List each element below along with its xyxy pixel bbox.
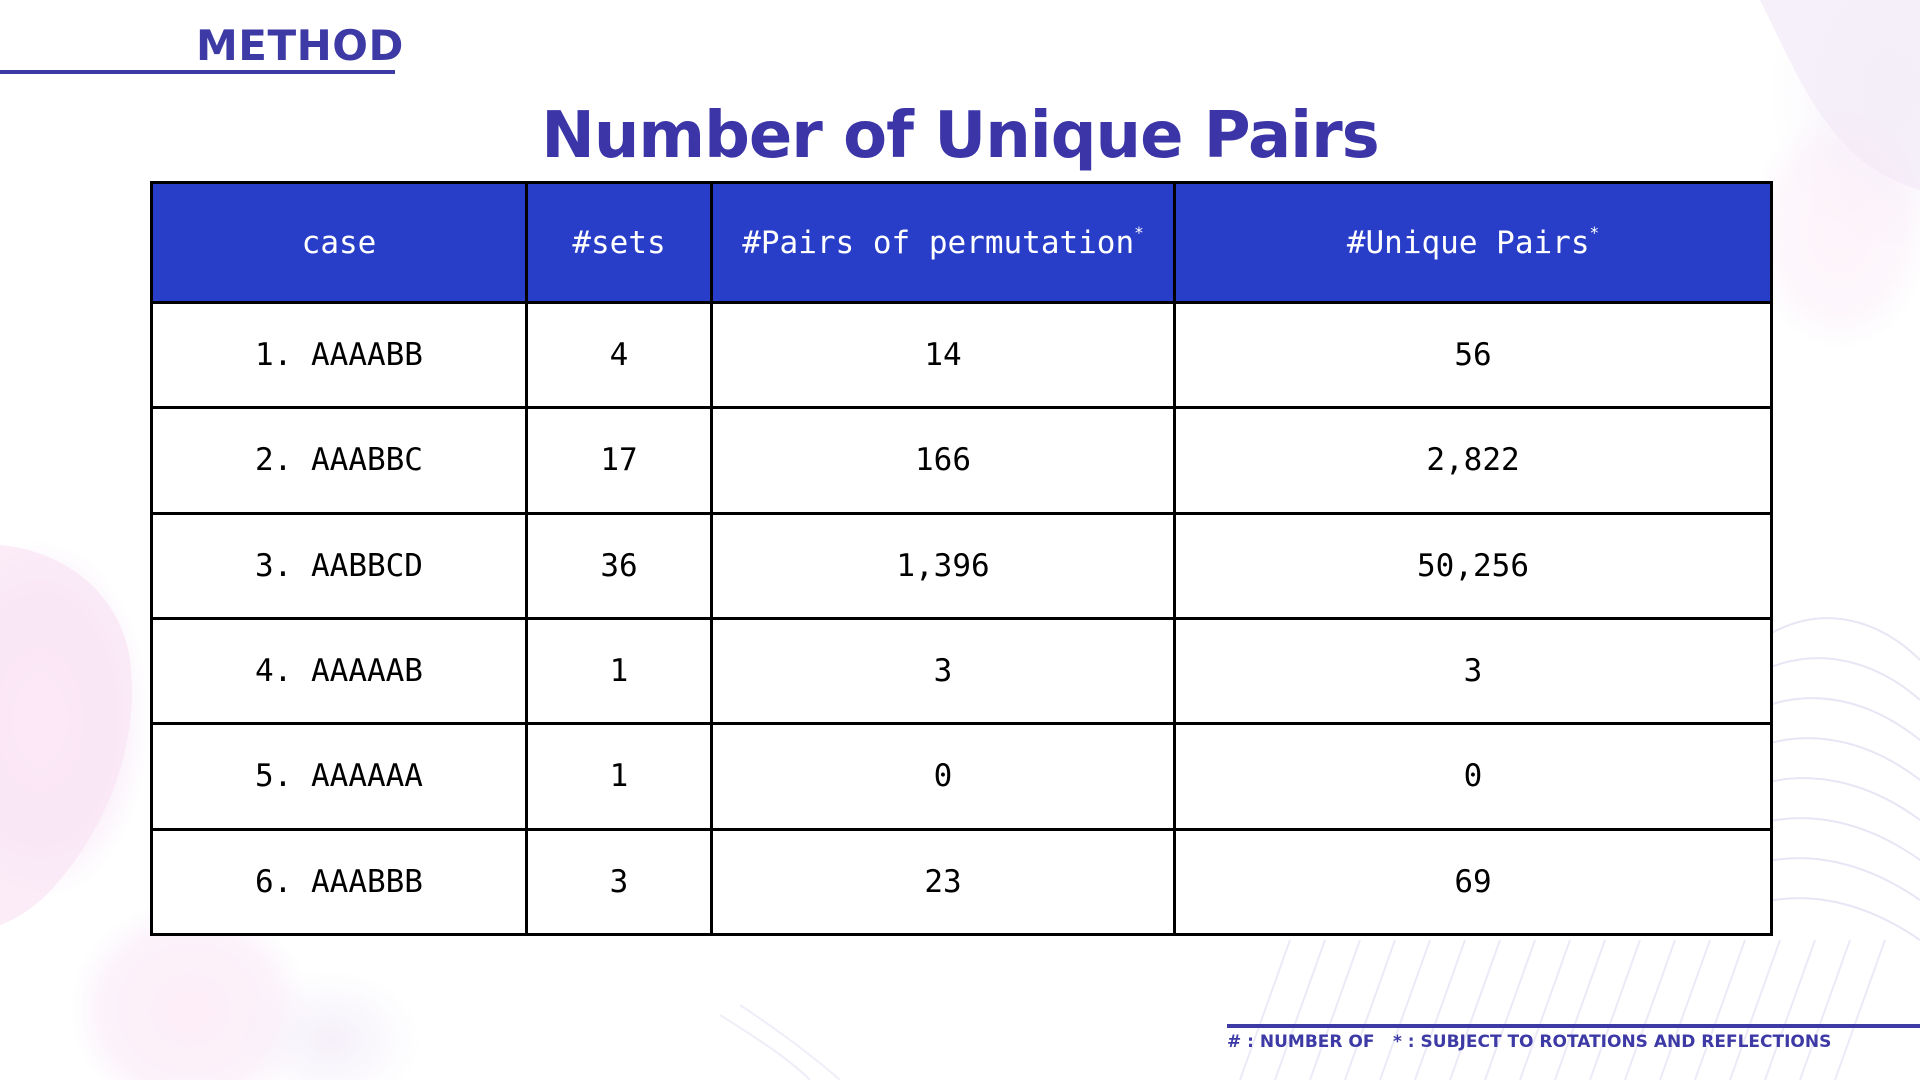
table-header-row: case #sets #Pairs of permutation* #Uniqu… [150,181,1773,304]
column-header-unique-pairs: #Unique Pairs* [1173,181,1773,304]
cell-pairs-of-permutation: 14 [710,300,1176,410]
cell-unique-pairs: 69 [1173,827,1773,937]
cell-sets: 3 [525,827,713,937]
footnote-number-of: # : NUMBER OF [1227,1032,1375,1052]
section-label: METHOD [196,21,404,70]
cell-case: 3. AABBCD [150,511,528,620]
cell-pairs-of-permutation: 23 [710,827,1176,937]
cell-unique-pairs: 50,256 [1173,511,1773,620]
table-body: 1. AAAABB 4 14 56 2. AAABBC 17 166 2,822… [150,300,1773,937]
cell-unique-pairs: 0 [1173,722,1773,831]
cell-case: 4. AAAAAB [150,616,528,726]
cell-unique-pairs: 2,822 [1173,406,1773,515]
table-row: 1. AAAABB 4 14 56 [150,300,1773,410]
unique-pairs-table: case #sets #Pairs of permutation* #Uniqu… [150,181,1773,937]
column-header-sets: #sets [525,181,713,304]
cell-sets: 36 [525,511,713,620]
table-row: 6. AAABBB 3 23 69 [150,827,1773,937]
cell-pairs-of-permutation: 0 [710,722,1176,831]
cell-case: 2. AAABBC [150,406,528,515]
cell-pairs-of-permutation: 1,396 [710,511,1176,620]
table-row: 2. AAABBC 17 166 2,822 [150,406,1773,515]
cell-unique-pairs: 3 [1173,616,1773,726]
table-row: 4. AAAAAB 1 3 3 [150,616,1773,726]
table-header: case #sets #Pairs of permutation* #Uniqu… [150,181,1773,304]
section-underline [0,70,395,74]
cell-pairs-of-permutation: 166 [710,406,1176,515]
column-header-label: #Unique Pairs [1346,224,1590,261]
cell-sets: 1 [525,722,713,831]
column-header-case: case [150,181,528,304]
column-header-pairs-of-permutation: #Pairs of permutation* [710,181,1176,304]
column-header-label: #Pairs of permutation [742,224,1135,261]
cell-case: 5. AAAAAA [150,722,528,831]
cell-case: 6. AAABBB [150,827,528,937]
table-row: 3. AABBCD 36 1,396 50,256 [150,511,1773,620]
table-row: 5. AAAAAA 1 0 0 [150,722,1773,831]
cell-unique-pairs: 56 [1173,300,1773,410]
cell-sets: 1 [525,616,713,726]
cell-sets: 17 [525,406,713,515]
column-header-label: case [301,224,377,261]
footnote-subject-to-rotations: * : SUBJECT TO ROTATIONS AND REFLECTIONS [1393,1032,1832,1052]
column-header-label: #sets [572,224,666,261]
footer-rule [1227,1024,1920,1028]
page-title: Number of Unique Pairs [541,99,1379,173]
cell-sets: 4 [525,300,713,410]
cell-pairs-of-permutation: 3 [710,616,1176,726]
column-footnote-marker: * [1134,222,1144,242]
column-footnote-marker: * [1589,222,1600,242]
cell-case: 1. AAAABB [150,300,528,410]
